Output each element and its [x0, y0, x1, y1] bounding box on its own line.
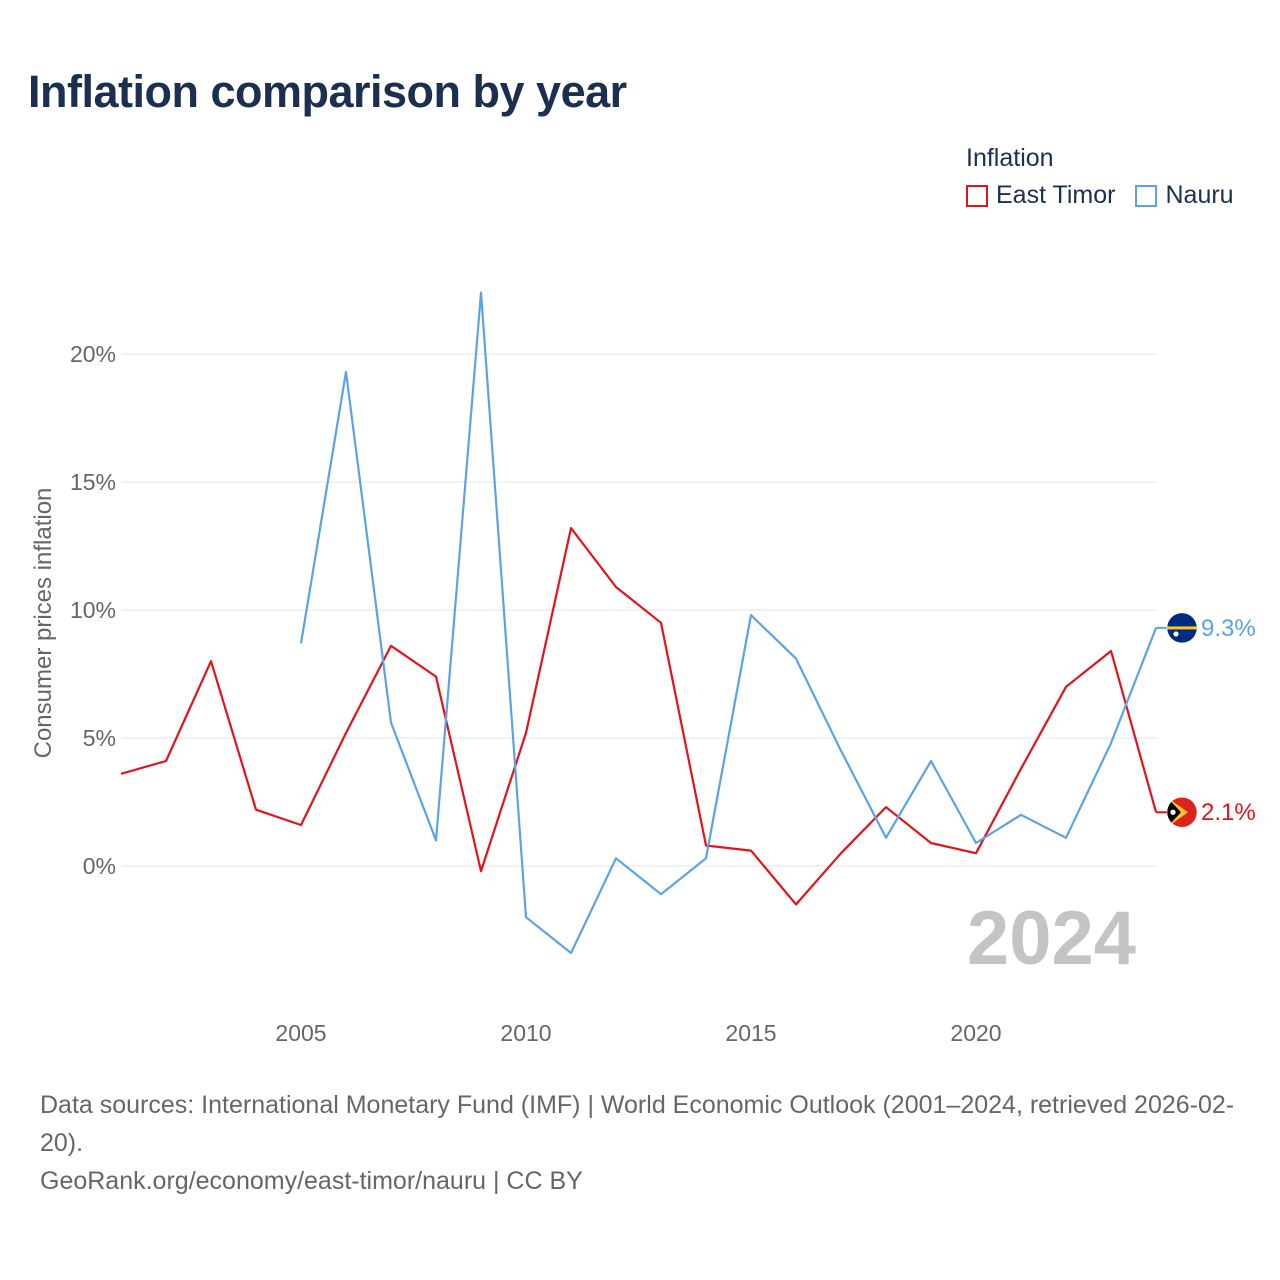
x-tick-label: 2005 [275, 1020, 326, 1046]
y-tick-label: 10% [70, 597, 116, 623]
legend-swatch-east-timor [966, 184, 988, 207]
series-line-east-timor[interactable] [120, 526, 1158, 906]
y-tick-label: 15% [70, 469, 116, 495]
axes: 0% 5% 10% 15% 20% 2005 2010 2015 2020 [70, 341, 1002, 1046]
legend-swatch-nauru [1135, 184, 1158, 207]
source-line-2[interactable]: GeoRank.org/economy/east-timor/nauru | C… [40, 1167, 583, 1195]
series [120, 291, 1158, 955]
series-line-nauru[interactable] [299, 291, 1158, 955]
legend-title: Inflation [966, 144, 1054, 172]
y-tick-label: 5% [83, 725, 116, 751]
y-axis-label: Consumer prices inflation [30, 488, 57, 759]
source-note: Data sources: International Monetary Fun… [40, 1086, 1250, 1200]
end-value-label-east-timor: 2.1% [1201, 799, 1256, 826]
y-tick-label: 20% [70, 341, 116, 367]
endpoint-markers: 2.1% 9.3% [1156, 612, 1256, 828]
legend-item-east-timor[interactable]: East Timor [966, 181, 1115, 210]
legend-item-nauru[interactable]: Nauru [1135, 181, 1234, 210]
legend: Inflation East Timor Nauru [966, 144, 1234, 210]
year-watermark: 2024 [967, 896, 1136, 981]
legend-label-east-timor: East Timor [996, 181, 1116, 209]
line-chart: 0% 5% 10% 15% 20% 2005 2010 2015 2020 Consumer p… [30, 291, 1256, 1046]
flag-star-icon [1170, 809, 1176, 815]
legend-label-nauru: Nauru [1165, 181, 1234, 209]
flag-marker-nauru [1166, 612, 1198, 644]
y-tick-label: 0% [83, 853, 116, 879]
flag-star-icon [1173, 631, 1179, 637]
gridlines [121, 353, 1156, 867]
flag-marker-east-timor [1166, 796, 1198, 828]
chart-title: Inflation comparison by year [28, 66, 627, 117]
source-line-1: Data sources: International Monetary Fun… [40, 1091, 1235, 1157]
x-tick-label: 2010 [500, 1020, 551, 1046]
x-tick-label: 2020 [950, 1020, 1001, 1046]
end-value-label-nauru: 9.3% [1201, 615, 1256, 642]
x-tick-label: 2015 [725, 1020, 776, 1046]
